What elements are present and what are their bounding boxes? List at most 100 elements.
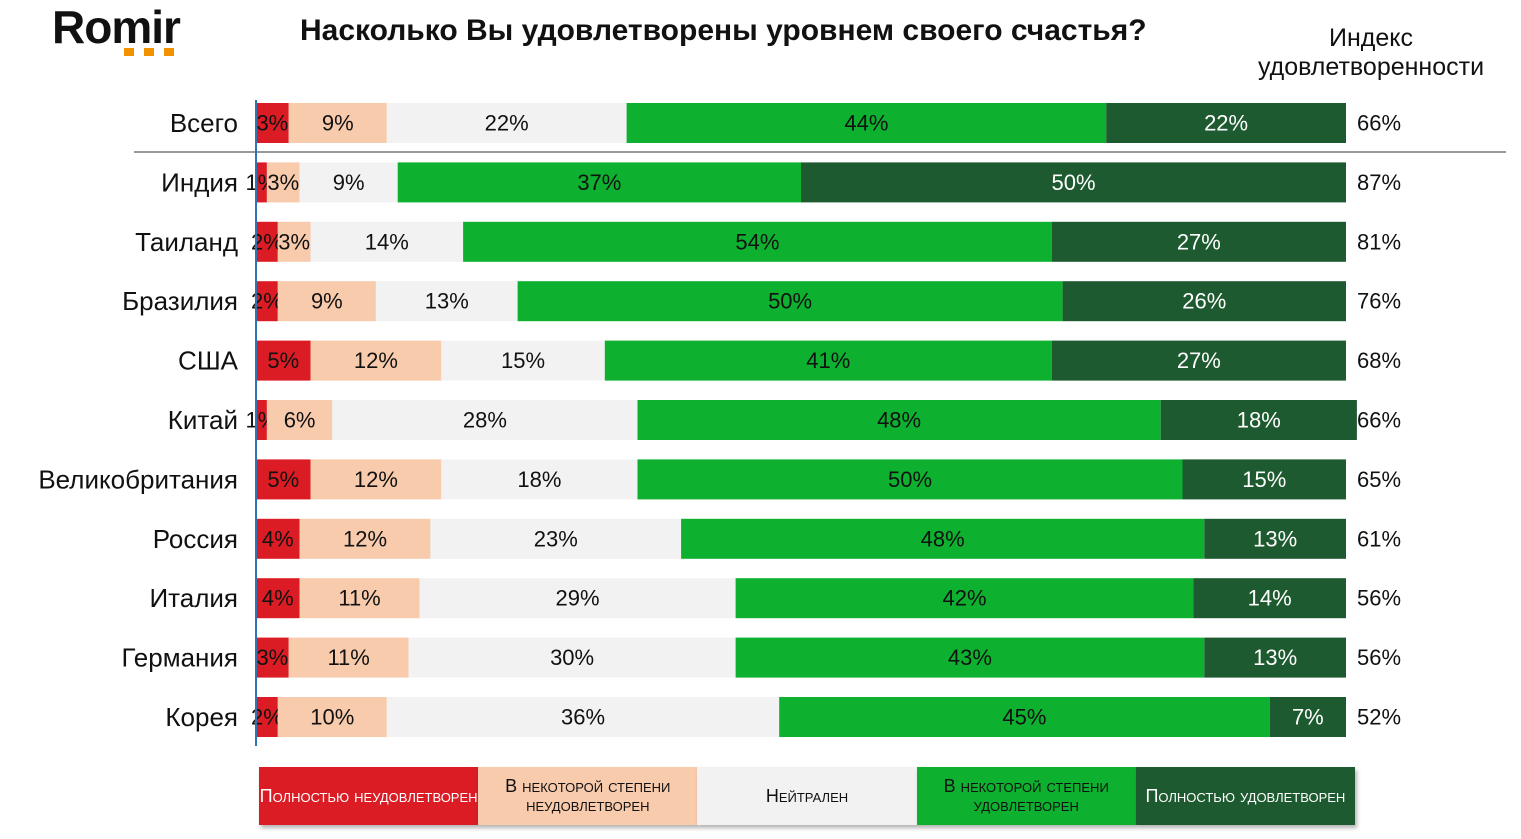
bar-segment <box>310 340 442 381</box>
category-label: Бразилия <box>122 286 238 316</box>
legend-item: Полностью неудовлетворен <box>259 767 479 825</box>
value-label: 42% <box>942 586 986 611</box>
bar-segment <box>463 221 1052 262</box>
value-label: 5% <box>267 467 299 492</box>
bar-segment <box>299 518 431 559</box>
bar-segment <box>735 578 1194 619</box>
value-label: 5% <box>267 348 299 373</box>
value-label: 50% <box>768 289 812 314</box>
value-label: 50% <box>1051 170 1095 195</box>
value-label: 22% <box>485 111 529 136</box>
value-label: 12% <box>343 526 387 551</box>
bar-segment <box>288 637 409 678</box>
value-label: 13% <box>1253 645 1297 670</box>
legend-item: В некоторой степени удовлетворен <box>916 767 1136 825</box>
bar-segment <box>277 697 387 737</box>
bar-segment <box>419 578 736 619</box>
bar-segment <box>1160 400 1357 440</box>
value-label: 10% <box>310 705 354 730</box>
value-label: 48% <box>921 526 965 551</box>
index-value: 66% <box>1357 111 1401 136</box>
bar-segment <box>1051 221 1346 262</box>
value-label: 22% <box>1204 111 1248 136</box>
bar-segment <box>1204 518 1346 559</box>
value-label: 18% <box>1237 408 1281 433</box>
index-value: 87% <box>1357 170 1401 195</box>
value-label: 41% <box>806 348 850 373</box>
bar-segment <box>1182 459 1346 500</box>
legend-item: Нейтрален <box>697 767 917 825</box>
value-label: 13% <box>425 289 469 314</box>
value-label: 11% <box>338 586 380 611</box>
category-label: Таиланд <box>135 227 238 257</box>
value-label: 27% <box>1177 348 1221 373</box>
bar-segment <box>408 637 736 678</box>
value-label: 3% <box>256 111 288 136</box>
bar-segment <box>310 459 442 500</box>
value-label: 4% <box>262 526 294 551</box>
category-label: Россия <box>153 524 238 554</box>
index-value: 61% <box>1357 526 1401 551</box>
bar-segment <box>397 162 801 203</box>
value-label: 44% <box>844 111 888 136</box>
bar-segment <box>626 103 1107 143</box>
category-label: Индия <box>161 167 238 197</box>
category-label: Великобритания <box>38 464 238 494</box>
value-label: 26% <box>1182 289 1226 314</box>
bar-segment <box>1062 281 1346 322</box>
bar-segment <box>277 281 376 322</box>
bar-segment <box>1269 697 1346 737</box>
index-value: 65% <box>1357 467 1401 492</box>
value-label: 54% <box>735 229 779 254</box>
bar-segment <box>441 459 638 500</box>
bar-segment <box>386 697 780 737</box>
category-label: Корея <box>165 702 238 732</box>
bar-segment <box>299 578 420 619</box>
bar-segment <box>801 162 1346 203</box>
category-label: Италия <box>149 583 238 613</box>
bar-segment <box>386 103 627 143</box>
logo: Romir <box>52 1 181 53</box>
bar-segment <box>266 400 333 440</box>
bar-segment <box>637 459 1183 500</box>
bar-segment <box>256 578 300 619</box>
value-label: 9% <box>311 289 343 314</box>
index-value: 66% <box>1357 408 1401 433</box>
value-label: 43% <box>948 645 992 670</box>
bar-segment <box>256 162 267 203</box>
bar-segment <box>1106 103 1346 143</box>
value-label: 28% <box>463 408 507 433</box>
category-label: Германия <box>121 643 238 673</box>
value-label: 4% <box>262 586 294 611</box>
legend-item: Полностью удовлетворен <box>1135 767 1355 825</box>
bar-segment <box>604 340 1052 381</box>
value-label: 9% <box>322 111 354 136</box>
index-value: 56% <box>1357 586 1401 611</box>
value-label: 45% <box>1002 705 1046 730</box>
value-label: 7% <box>1292 705 1324 730</box>
value-label: 15% <box>1242 467 1286 492</box>
bar-segment <box>310 221 464 262</box>
bar-segment <box>681 518 1205 559</box>
bar-segment <box>256 697 278 737</box>
value-label: 3% <box>256 645 288 670</box>
bar-segment <box>1051 340 1346 381</box>
value-label: 9% <box>333 170 365 195</box>
value-label: 23% <box>534 526 578 551</box>
value-label: 12% <box>354 348 398 373</box>
bar-segment <box>430 518 682 559</box>
bar-segment <box>256 459 311 500</box>
bar-segment <box>266 162 300 203</box>
bar-segment <box>256 340 311 381</box>
index-value: 68% <box>1357 348 1401 373</box>
value-label: 30% <box>550 645 594 670</box>
value-label: 6% <box>284 408 316 433</box>
bar-segment <box>299 162 398 203</box>
value-label: 48% <box>877 408 921 433</box>
value-label: 11% <box>327 645 369 670</box>
bar-segment <box>441 340 605 381</box>
bar-segment <box>375 281 518 322</box>
value-label: 50% <box>888 467 932 492</box>
bar-segment <box>256 400 267 440</box>
